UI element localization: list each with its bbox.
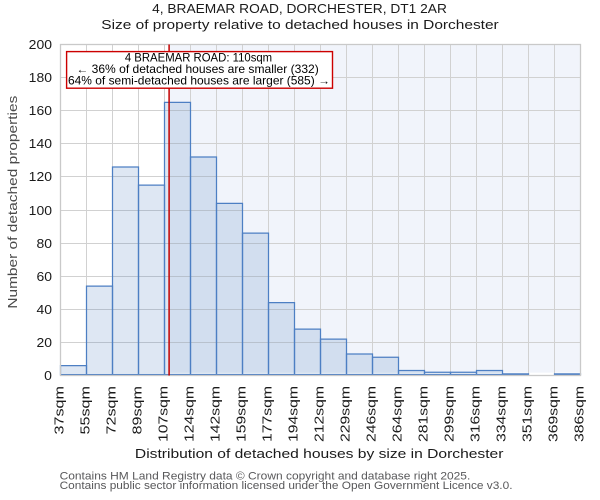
svg-text:89sqm: 89sqm [130,386,145,435]
svg-text:177sqm: 177sqm [260,386,275,442]
svg-text:246sqm: 246sqm [364,386,379,442]
svg-text:Size of property relative to d: Size of property relative to detached ho… [101,17,499,32]
svg-text:386sqm: 386sqm [572,386,587,442]
svg-text:124sqm: 124sqm [182,386,197,442]
svg-text:200: 200 [29,37,52,52]
svg-text:140: 140 [29,136,52,151]
svg-text:80: 80 [37,236,53,251]
svg-text:← 36% of detached houses are s: ← 36% of detached houses are smaller (33… [76,63,319,76]
svg-text:180: 180 [29,70,52,85]
svg-text:Number of detached properties: Number of detached properties [5,95,20,308]
svg-text:159sqm: 159sqm [234,386,249,442]
svg-text:60: 60 [37,269,53,284]
svg-text:64% of semi-detached houses ar: 64% of semi-detached houses are larger (… [68,75,330,88]
svg-text:37sqm: 37sqm [52,386,67,435]
svg-text:120: 120 [29,169,52,184]
svg-text:4, BRAEMAR ROAD, DORCHESTER, D: 4, BRAEMAR ROAD, DORCHESTER, DT1 2AR [152,1,447,16]
svg-text:194sqm: 194sqm [286,386,301,442]
svg-text:299sqm: 299sqm [442,386,457,442]
svg-text:142sqm: 142sqm [208,386,223,442]
svg-text:316sqm: 316sqm [468,386,483,442]
svg-text:Contains public sector informa: Contains public sector information licen… [60,480,513,492]
svg-text:229sqm: 229sqm [338,386,353,442]
svg-text:281sqm: 281sqm [416,386,431,442]
svg-text:351sqm: 351sqm [520,386,535,442]
svg-text:55sqm: 55sqm [78,386,93,435]
svg-text:100: 100 [29,203,52,218]
svg-text:Distribution of detached house: Distribution of detached houses by size … [135,446,504,461]
svg-text:Contains HM Land Registry data: Contains HM Land Registry data © Crown c… [60,470,471,482]
svg-text:334sqm: 334sqm [494,386,509,442]
svg-text:264sqm: 264sqm [390,386,405,442]
svg-text:4 BRAEMAR ROAD: 110sqm: 4 BRAEMAR ROAD: 110sqm [125,51,272,64]
svg-text:107sqm: 107sqm [156,386,171,442]
svg-text:0: 0 [44,368,52,383]
svg-text:160: 160 [29,103,52,118]
svg-text:20: 20 [37,335,53,350]
svg-text:72sqm: 72sqm [104,386,119,435]
svg-text:212sqm: 212sqm [312,386,327,442]
svg-text:40: 40 [37,302,53,317]
svg-text:369sqm: 369sqm [546,386,561,442]
